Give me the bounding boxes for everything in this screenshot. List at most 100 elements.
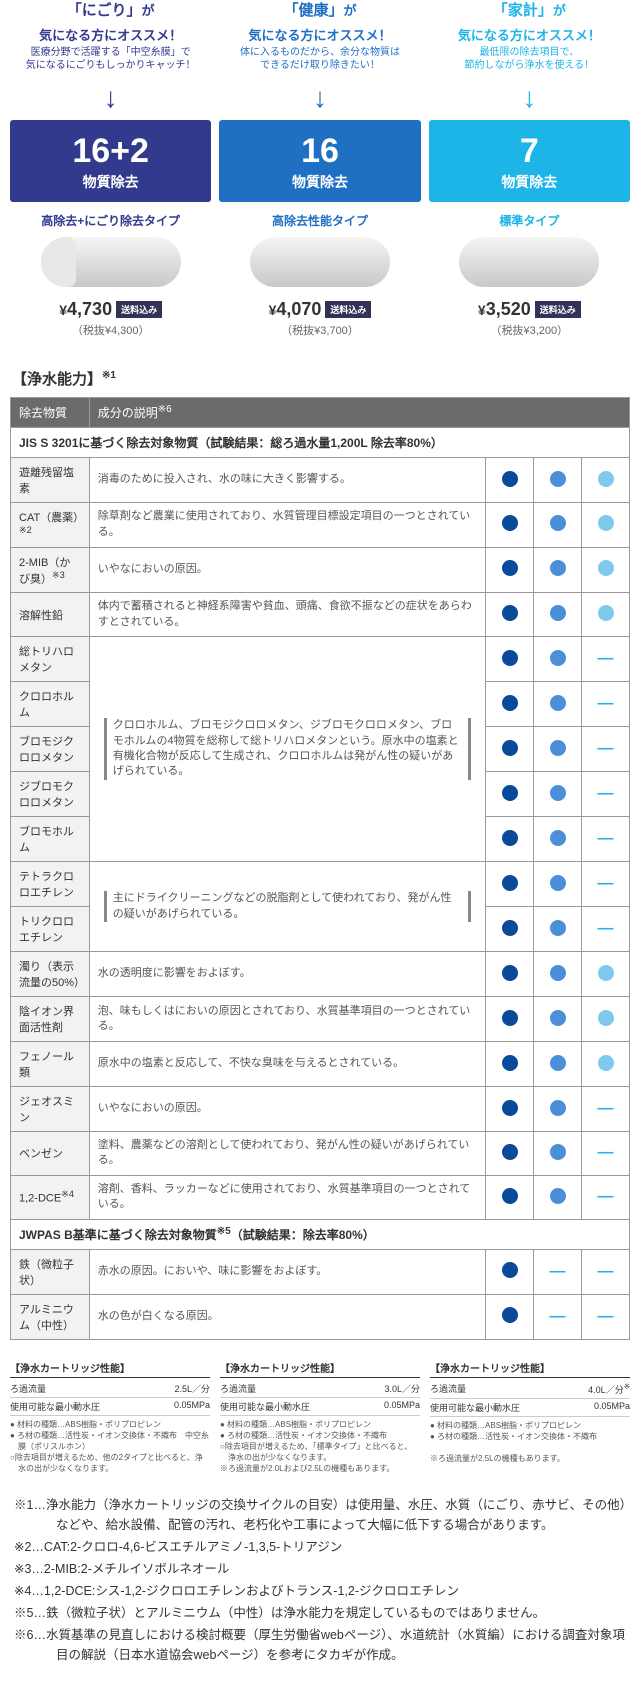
- support-cell: ―: [582, 682, 630, 727]
- spec-block: 【浄水カートリッジ性能】 ろ過流量2.5L／分 使用可能な最小動水圧0.05MP…: [10, 1360, 210, 1475]
- table-row: テトラクロロエチレン主にドライクリーニングなどの脱脂剤として使われており、発がん…: [11, 862, 630, 907]
- support-cell: [582, 593, 630, 637]
- dot-icon: [550, 515, 566, 531]
- substance-desc: いやなにおいの原因。: [89, 1087, 485, 1132]
- support-cell: [534, 772, 582, 817]
- dot-icon: [550, 605, 566, 621]
- spec-notes: ● 材料の種類…ABS樹脂・ポリプロピレン● ろ材の種類…活性炭・イオン交換体・…: [430, 1420, 630, 1465]
- dot-icon: [502, 1307, 518, 1323]
- hero-box: 16 物質除去: [219, 120, 420, 202]
- hero-sub: 物質除去: [225, 172, 414, 192]
- dot-icon: [550, 1100, 566, 1116]
- dash-icon: ―: [598, 740, 614, 757]
- support-cell: [534, 907, 582, 952]
- price: ¥3,520送料込み: [429, 299, 630, 320]
- dash-icon: ―: [598, 650, 614, 667]
- support-cell: [534, 593, 582, 637]
- dot-icon: [598, 515, 614, 531]
- dot-icon: [598, 560, 614, 576]
- dot-icon: [550, 1188, 566, 1204]
- support-cell: [486, 772, 534, 817]
- support-cell: [582, 1042, 630, 1087]
- table-row: 2-MIB（かび臭）※3いやなにおいの原因。: [11, 547, 630, 593]
- support-cell: [582, 503, 630, 548]
- product-card: 「にごり」が 気になる方にオススメ！ 医療分野で活躍する「中空糸膜」で気になるに…: [10, 0, 211, 338]
- support-cell: ―: [582, 1132, 630, 1176]
- support-cell: [486, 997, 534, 1042]
- support-cell: [582, 997, 630, 1042]
- substance-desc: 赤水の原因。においや、味に影響をおよぼす。: [89, 1249, 485, 1294]
- support-cell: [486, 1042, 534, 1087]
- table-row: ベンゼン塗料、農薬などの溶剤として使われており、発がん性の疑いがあげられている。…: [11, 1132, 630, 1176]
- table-row: アルミニウム（中性）水の色が白くなる原因。 ― ―: [11, 1294, 630, 1339]
- dash-icon: ―: [598, 920, 614, 937]
- substance-name: テトラクロロエチレン: [11, 862, 90, 907]
- support-cell: [486, 907, 534, 952]
- rec-sub: 体に入るものだから、余分な物質はできるだけ取り除きたい！: [219, 46, 420, 72]
- group-desc: 主にドライクリーニングなどの脱脂剤として使われており、発がん性の疑いがあげられて…: [89, 862, 485, 952]
- table-row: 鉄（微粒子状）赤水の原因。においや、味に影響をおよぼす。――: [11, 1249, 630, 1294]
- support-cell: [486, 727, 534, 772]
- dot-icon: [502, 740, 518, 756]
- dot-icon: [502, 965, 518, 981]
- support-cell: [534, 817, 582, 862]
- substance-name: フェノール類: [11, 1042, 90, 1087]
- dot-icon: [550, 560, 566, 576]
- rec-line1: 「健康」が: [219, 0, 420, 21]
- support-cell: ―: [534, 1294, 582, 1339]
- support-cell: ―: [582, 727, 630, 772]
- group-desc: クロロホルム、ブロモジクロロメタン、ジブロモクロロメタン、ブロモホルムの4物質を…: [89, 637, 485, 862]
- dot-icon: [550, 785, 566, 801]
- support-cell: [534, 682, 582, 727]
- support-cell: [534, 1175, 582, 1219]
- support-cell: [486, 1294, 534, 1339]
- spec-row: ろ過流量3.0L／分: [220, 1380, 420, 1398]
- th-substance: 除去物質: [11, 398, 90, 428]
- support-cell: [534, 547, 582, 593]
- substance-name: アルミニウム（中性）: [11, 1294, 90, 1339]
- table-row: 1,2-DCE※4溶剤、香料、ラッカーなどに使用されており、水質基準項目の一つと…: [11, 1175, 630, 1219]
- footnote: ※1…浄水能力（浄水カートリッジの交換サイクルの目安）は使用量、水圧、水質（にご…: [14, 1495, 626, 1535]
- support-cell: [486, 1132, 534, 1176]
- spec-title: 【浄水カートリッジ性能】: [220, 1360, 420, 1378]
- support-cell: ―: [582, 772, 630, 817]
- dot-icon: [502, 1144, 518, 1160]
- dash-icon: ―: [598, 1308, 614, 1325]
- support-cell: ―: [582, 862, 630, 907]
- substance-name: 陰イオン界面活性剤: [11, 997, 90, 1042]
- table-row: フェノール類原水中の塩素と反応して、不快な臭味を与えるとされている。: [11, 1042, 630, 1087]
- substance-desc: 水の色が白くなる原因。: [89, 1294, 485, 1339]
- support-cell: [486, 952, 534, 997]
- substance-desc: 原水中の塩素と反応して、不快な臭味を与えるとされている。: [89, 1042, 485, 1087]
- dot-icon: [598, 605, 614, 621]
- substance-name: ジェオスミン: [11, 1087, 90, 1132]
- dot-icon: [550, 1144, 566, 1160]
- support-cell: [486, 547, 534, 593]
- dot-icon: [550, 1055, 566, 1071]
- support-cell: [534, 727, 582, 772]
- support-cell: ―: [582, 1087, 630, 1132]
- shipping-badge: 送料込み: [325, 301, 371, 318]
- substance-name: 溶解性鉛: [11, 593, 90, 637]
- substance-desc: 水の透明度に影響をおよぼす。: [89, 952, 485, 997]
- support-cell: [534, 1087, 582, 1132]
- section-header: JWPAS B基準に基づく除去対象物質※5（試験結果：除去率80%）: [11, 1219, 630, 1249]
- dot-icon: [550, 650, 566, 666]
- substance-desc: 体内で蓄積されると神経系障害や貧血、頭痛、食欲不振などの症状をあらわすとされてい…: [89, 593, 485, 637]
- dot-icon: [502, 560, 518, 576]
- dash-icon: ―: [550, 1308, 566, 1325]
- support-cell: ―: [582, 637, 630, 682]
- spec-tables: 【浄水カートリッジ性能】 ろ過流量2.5L／分 使用可能な最小動水圧0.05MP…: [0, 1340, 640, 1485]
- support-cell: [486, 1087, 534, 1132]
- dash-icon: ―: [598, 875, 614, 892]
- price: ¥4,070送料込み: [219, 299, 420, 320]
- tax-price: （税抜¥3,700）: [219, 322, 420, 338]
- dot-icon: [550, 965, 566, 981]
- hero-number: 16+2: [16, 134, 205, 168]
- hero-sub: 物質除去: [16, 172, 205, 192]
- dot-icon: [502, 1010, 518, 1026]
- table-row: ジェオスミンいやなにおいの原因。 ―: [11, 1087, 630, 1132]
- spec-row: 使用可能な最小動水圧0.05MPa: [430, 1399, 630, 1417]
- spec-notes: ● 材料の種類…ABS樹脂・ポリプロピレン● ろ材の種類…活性炭・イオン交換体・…: [220, 1419, 420, 1475]
- price: ¥4,730送料込み: [10, 299, 211, 320]
